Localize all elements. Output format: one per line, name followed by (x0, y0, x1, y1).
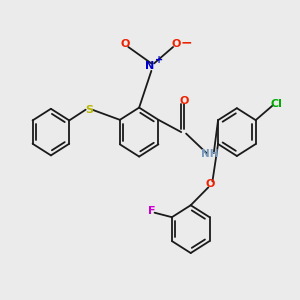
Text: O: O (205, 179, 214, 189)
Text: Cl: Cl (270, 99, 282, 109)
Text: N: N (145, 61, 154, 71)
Text: −: − (180, 35, 192, 50)
Text: O: O (171, 39, 181, 49)
Text: O: O (179, 96, 189, 106)
Text: O: O (121, 39, 130, 49)
Text: +: + (155, 56, 163, 65)
Text: F: F (148, 206, 155, 216)
Text: NH: NH (201, 149, 218, 160)
Text: S: S (85, 105, 93, 115)
